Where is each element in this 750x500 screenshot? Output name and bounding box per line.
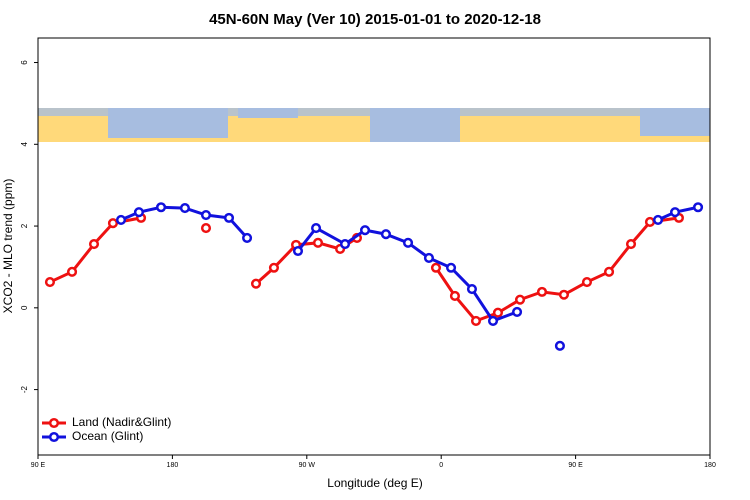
data-point (359, 225, 371, 236)
data-point (536, 286, 548, 297)
x-axis-label: Longitude (deg E) (327, 476, 422, 490)
y-tick-label: 0 (20, 305, 29, 310)
data-point (512, 306, 523, 317)
data-point (242, 232, 253, 243)
data-point (380, 229, 391, 240)
x-tick-label: 180 (167, 462, 179, 469)
data-point (133, 207, 144, 218)
y-tick-label: 6 (20, 60, 29, 65)
data-point (604, 266, 615, 277)
data-point (514, 294, 526, 305)
data-point (179, 203, 190, 214)
data-point (200, 209, 212, 221)
data-point (670, 207, 681, 218)
data-point (487, 315, 499, 326)
map-ocean (38, 108, 710, 116)
data-point (625, 238, 637, 250)
data-point (223, 212, 235, 223)
data-point (554, 340, 565, 351)
chart-title: 45N-60N May (Ver 10) 2015-01-01 to 2020-… (209, 11, 541, 28)
series-line (434, 216, 680, 323)
data-point (156, 202, 167, 213)
legend-marker (48, 417, 60, 429)
data-point (652, 214, 664, 225)
legend-marker (48, 431, 60, 443)
data-point (250, 278, 262, 289)
data-point (402, 237, 414, 248)
data-point (449, 290, 460, 302)
x-tick-label: 180 (704, 462, 716, 469)
data-point (430, 262, 442, 273)
data-point (107, 218, 119, 229)
data-point (466, 283, 478, 295)
data-point (693, 202, 704, 213)
data-point (200, 223, 212, 234)
x-tick-label: 0 (439, 462, 443, 469)
x-tick-label: 90 E (568, 462, 583, 469)
data-point (558, 289, 570, 300)
series-line (49, 216, 142, 284)
y-axis-label: XCO2 - MLO trend (ppm) (1, 179, 15, 314)
data-point (66, 266, 78, 277)
data-point (581, 277, 592, 288)
data-point (44, 277, 55, 288)
legend-label: Ocean (Glint) (72, 429, 143, 443)
data-point (312, 237, 324, 248)
data-point (644, 216, 656, 228)
data-point (292, 245, 304, 257)
data-point (88, 238, 100, 250)
y-tick-label: 4 (20, 142, 29, 147)
data-point (268, 262, 279, 273)
x-tick-label: 90 W (299, 462, 316, 469)
data-point (492, 307, 503, 318)
y-tick-label: -2 (20, 385, 29, 393)
map-band (38, 108, 710, 142)
data-point (446, 262, 457, 273)
y-tick-label: 2 (20, 223, 29, 228)
x-tick-label: 90 E (31, 462, 46, 469)
data-point (339, 238, 351, 250)
data-point (423, 252, 435, 263)
data-point (115, 214, 127, 225)
data-point (311, 223, 322, 234)
plot-frame (37, 37, 711, 456)
data-point (470, 315, 482, 326)
legend-label: Land (Nadir&Glint) (72, 415, 171, 429)
